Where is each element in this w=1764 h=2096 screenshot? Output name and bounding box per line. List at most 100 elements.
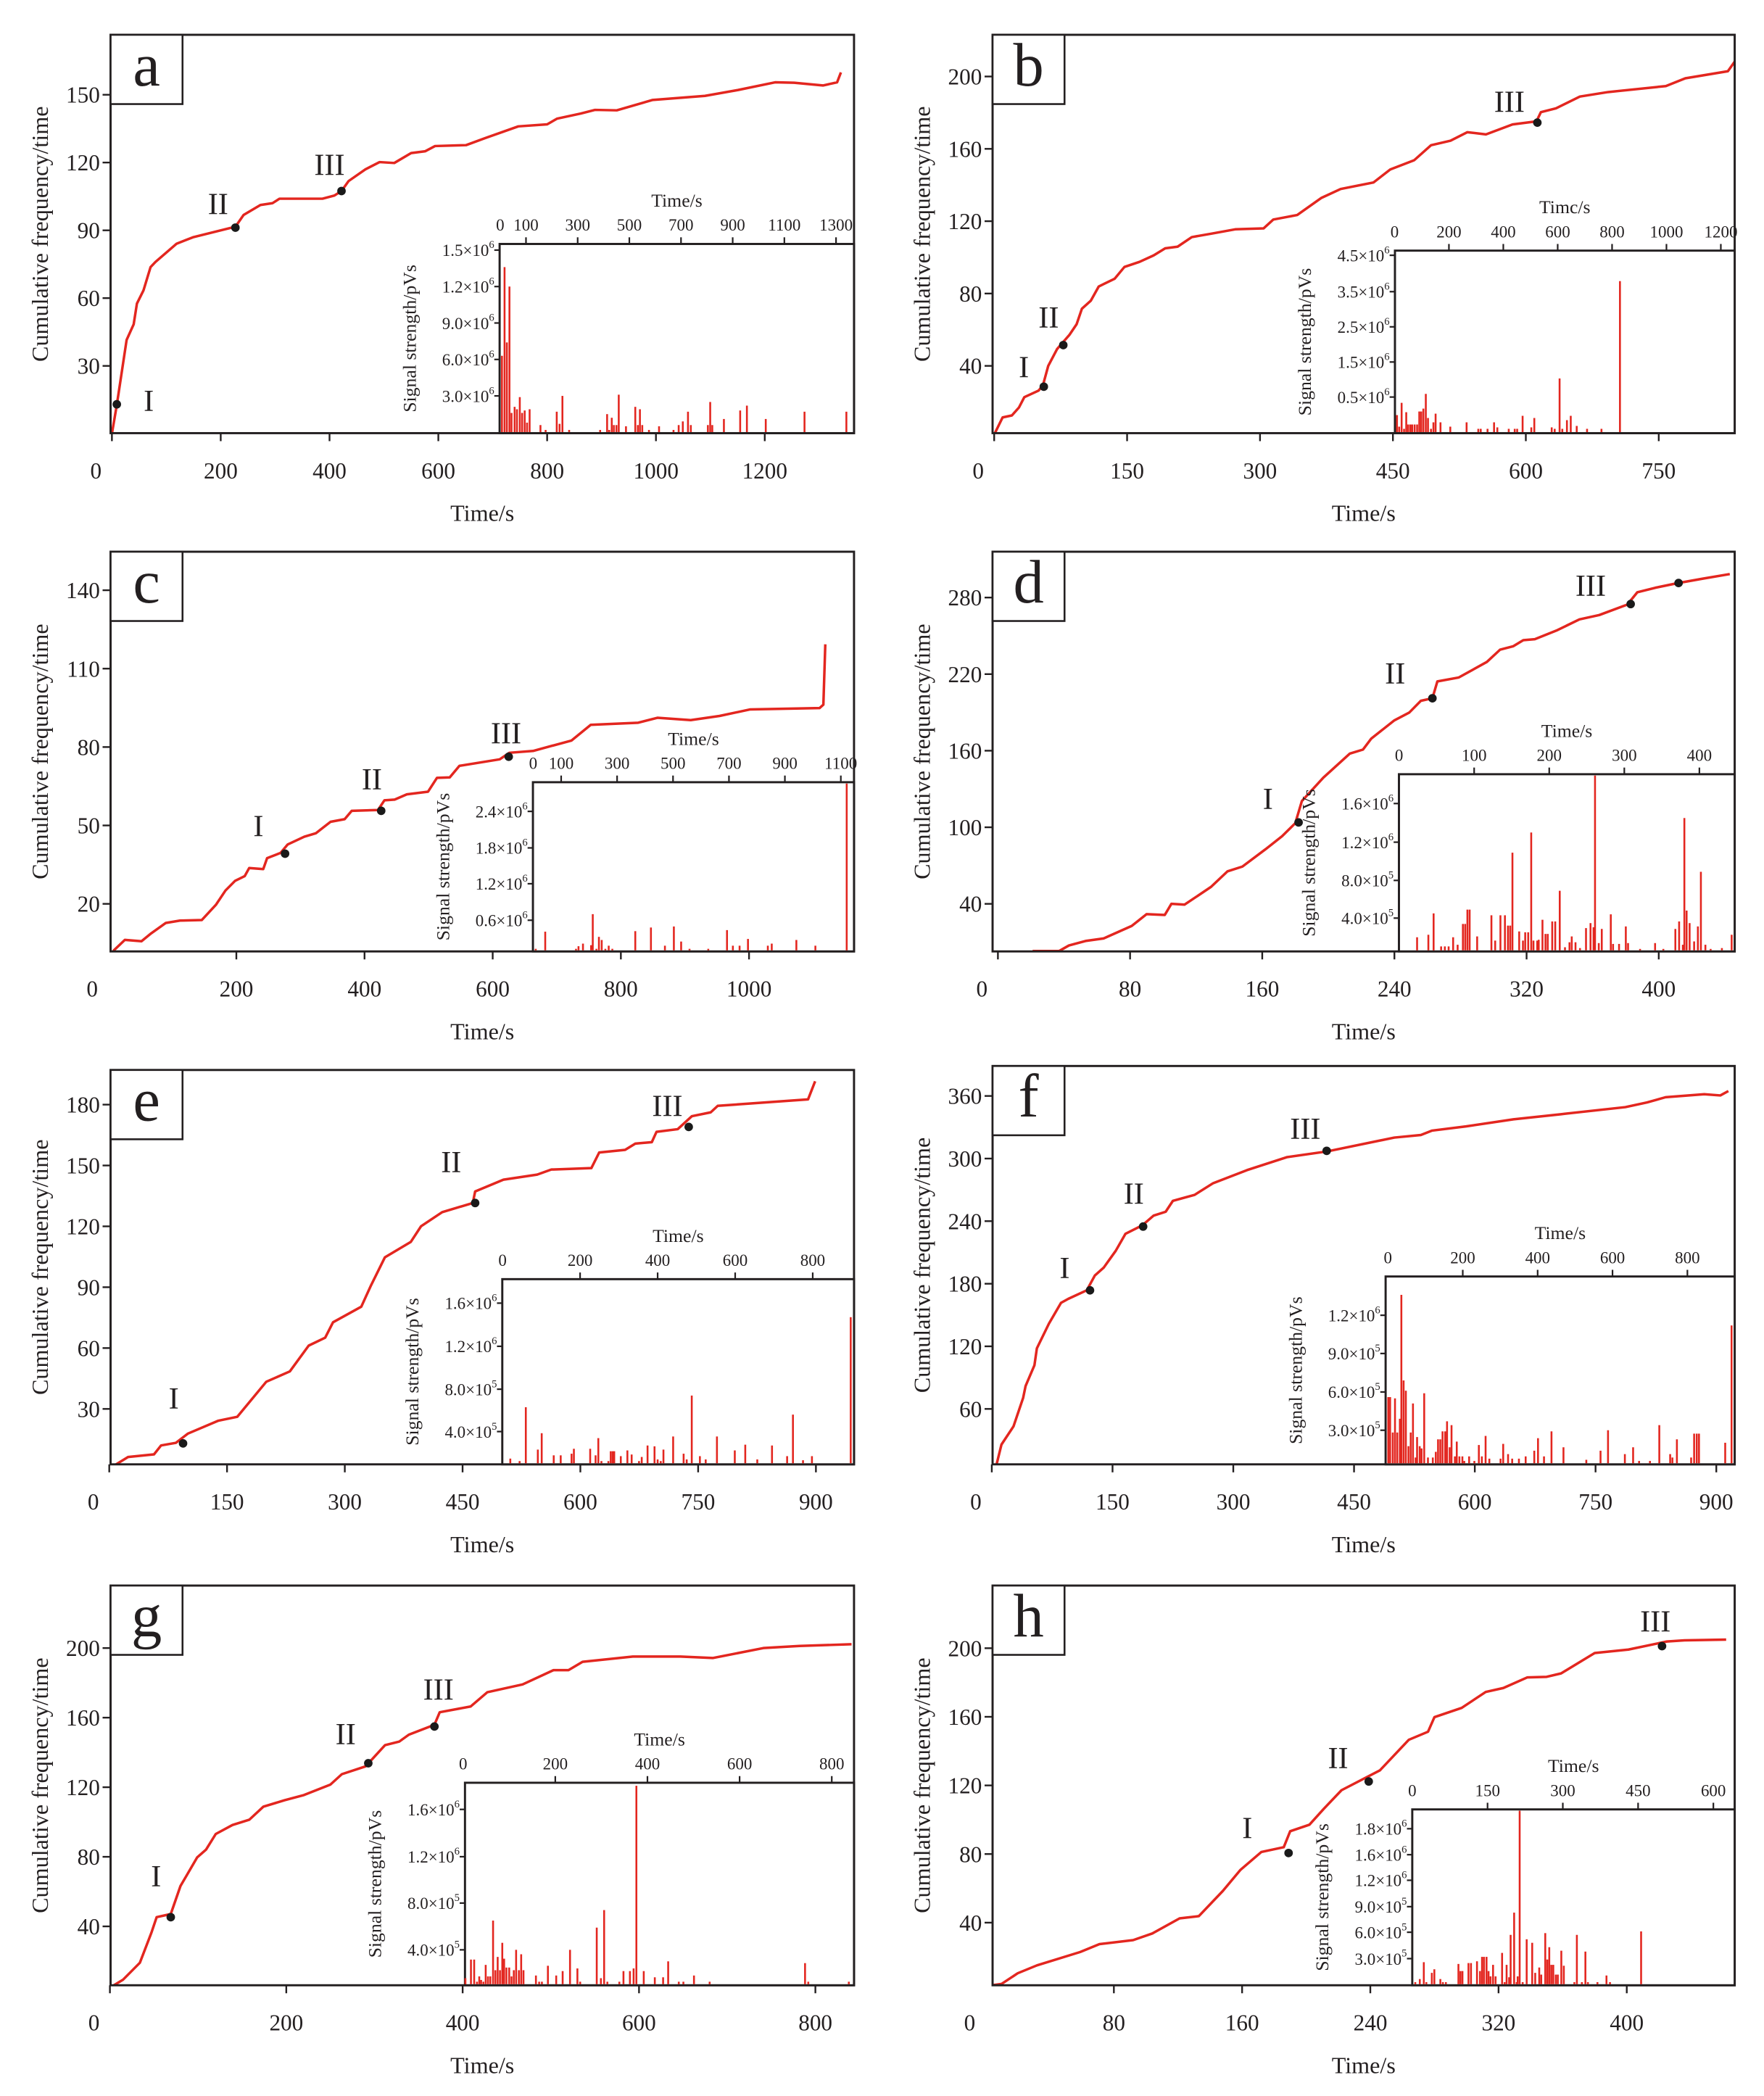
inset-y-tick-exponent: 6 (489, 349, 494, 360)
signal-bar (1486, 1957, 1488, 1984)
inset-x-axis-title: Time/s (651, 190, 703, 211)
stage-marker-dot (430, 1722, 439, 1731)
signal-bar (613, 1451, 616, 1464)
stage-marker-dot (1657, 1641, 1667, 1651)
inset-y-tick-mantissa: 0.6×10 (476, 912, 523, 930)
signal-bar (732, 945, 734, 950)
inset-frame (1394, 249, 1736, 434)
signal-bar (521, 413, 523, 432)
signal-bar (558, 423, 561, 432)
stage-label: I (169, 1382, 179, 1416)
signal-bar (1586, 428, 1589, 432)
signal-bar (611, 948, 613, 950)
panel-letter: e (133, 1067, 160, 1135)
plot-frame (109, 1069, 856, 1466)
signal-bar (1693, 941, 1695, 950)
inset-x-tick-label: 700 (668, 216, 693, 234)
signal-bar (1578, 948, 1581, 950)
inset-y-tick-label: 3.0×105 (1328, 1420, 1380, 1440)
signal-bar (771, 943, 773, 950)
y-tick-label: 160 (948, 738, 982, 763)
signal-bar (1543, 1456, 1545, 1464)
signal-bar (1516, 428, 1518, 432)
signal-bar (711, 425, 713, 432)
signal-bar (707, 425, 709, 432)
signal-bar (1510, 1934, 1512, 1984)
stage-marker-dot (1085, 1285, 1095, 1295)
inset-y-tick-exponent: 5 (455, 1892, 460, 1904)
signal-bar (1496, 427, 1499, 432)
inset-x-tick-label: 300 (605, 755, 629, 773)
signal-bar (1534, 1973, 1536, 1984)
inset-y-tick-exponent: 6 (489, 312, 494, 324)
plot-frame (109, 33, 856, 434)
signal-bar (1504, 915, 1506, 950)
signal-bar (1649, 1461, 1651, 1464)
signal-bar (1541, 919, 1544, 950)
inset-y-tick-label: 1.2×106 (1355, 1870, 1407, 1890)
panel-letter-box (109, 33, 184, 105)
signal-bar (1493, 422, 1495, 432)
signal-bar (1476, 936, 1478, 950)
signal-bar (1509, 925, 1512, 950)
stage-marker-dot (1322, 1146, 1331, 1156)
signal-bar (1662, 948, 1665, 950)
signal-bar (1461, 1456, 1464, 1464)
signal-bar (1552, 1965, 1554, 1984)
signal-bar (1404, 1391, 1407, 1464)
stage-label: I (144, 384, 154, 418)
signal-bar (1488, 1458, 1491, 1464)
stage-label: III (314, 148, 344, 182)
inset-y-tick-label: 1.2×106 (442, 276, 494, 296)
inset-y-tick-mantissa: 1.6×10 (444, 1295, 492, 1313)
signal-bar (708, 1981, 711, 1984)
signal-bar (1494, 940, 1496, 950)
inset-y-tick-label: 6.0×105 (1355, 1921, 1407, 1942)
y-tick-label: 110 (67, 656, 100, 682)
panel-b: 0 150 300 450 600 750 40 80 120 160 200 Time/s Cumul… (909, 32, 1738, 526)
stage-label: II (1328, 1741, 1348, 1776)
signal-bar (637, 425, 639, 432)
signal-bar (682, 1454, 685, 1464)
inset-y-tick-exponent: 6 (1384, 316, 1389, 328)
x-tick-label: 750 (1641, 458, 1676, 484)
inset-x-tick-label: 450 (1626, 1781, 1650, 1799)
y-tick-label: 180 (948, 1272, 982, 1297)
x-tick-label: 1000 (633, 458, 678, 484)
signal-bar (682, 1981, 684, 1984)
stage-label: III (652, 1090, 682, 1124)
y-tick-label: 100 (948, 815, 982, 840)
signal-bar (716, 1436, 719, 1464)
inset-y-tick-exponent: 6 (489, 276, 494, 287)
x-axis-title: Time/s (1332, 500, 1396, 526)
signal-bar (1409, 424, 1412, 432)
x-tick-label: 150 (1096, 1489, 1130, 1515)
x-axis-title: Time/s (1332, 1531, 1396, 1557)
cumulative-frequency-curve (995, 1090, 1729, 1465)
inset-y-tick-exponent: 6 (1384, 281, 1389, 293)
cumulative-frequency-curve (113, 1080, 816, 1465)
signal-bar (1450, 1425, 1453, 1464)
inset-x-tick-label: 150 (1475, 1781, 1499, 1799)
inset-x-tick-label: 600 (723, 1251, 748, 1269)
signal-bar (1427, 1457, 1429, 1464)
stage-label: III (1575, 569, 1606, 603)
signal-bar (1425, 1981, 1428, 1984)
inset-y-tick-exponent: 6 (1384, 244, 1389, 256)
stage-label: II (1385, 657, 1405, 691)
signal-bar (515, 1950, 518, 1984)
inset-y-tick-label: 1.2×106 (476, 873, 528, 893)
inset-x-tick-label: 0 (1395, 746, 1403, 764)
y-tick-label: 80 (959, 281, 982, 307)
inset-y-tick-label: 1.8×106 (476, 837, 528, 858)
signal-bar (1407, 424, 1409, 432)
signal-bar (1427, 418, 1429, 432)
signal-bar (600, 1978, 603, 1984)
signal-bar (1568, 942, 1571, 950)
signal-bar (1585, 1459, 1588, 1464)
signal-bar (600, 1461, 603, 1464)
inset-y-tick-mantissa: 6.0×10 (442, 351, 489, 369)
stage-label: I (151, 1860, 161, 1894)
signal-bar (1501, 1952, 1504, 1984)
inset-x-tick-label: 1300 (819, 216, 853, 234)
